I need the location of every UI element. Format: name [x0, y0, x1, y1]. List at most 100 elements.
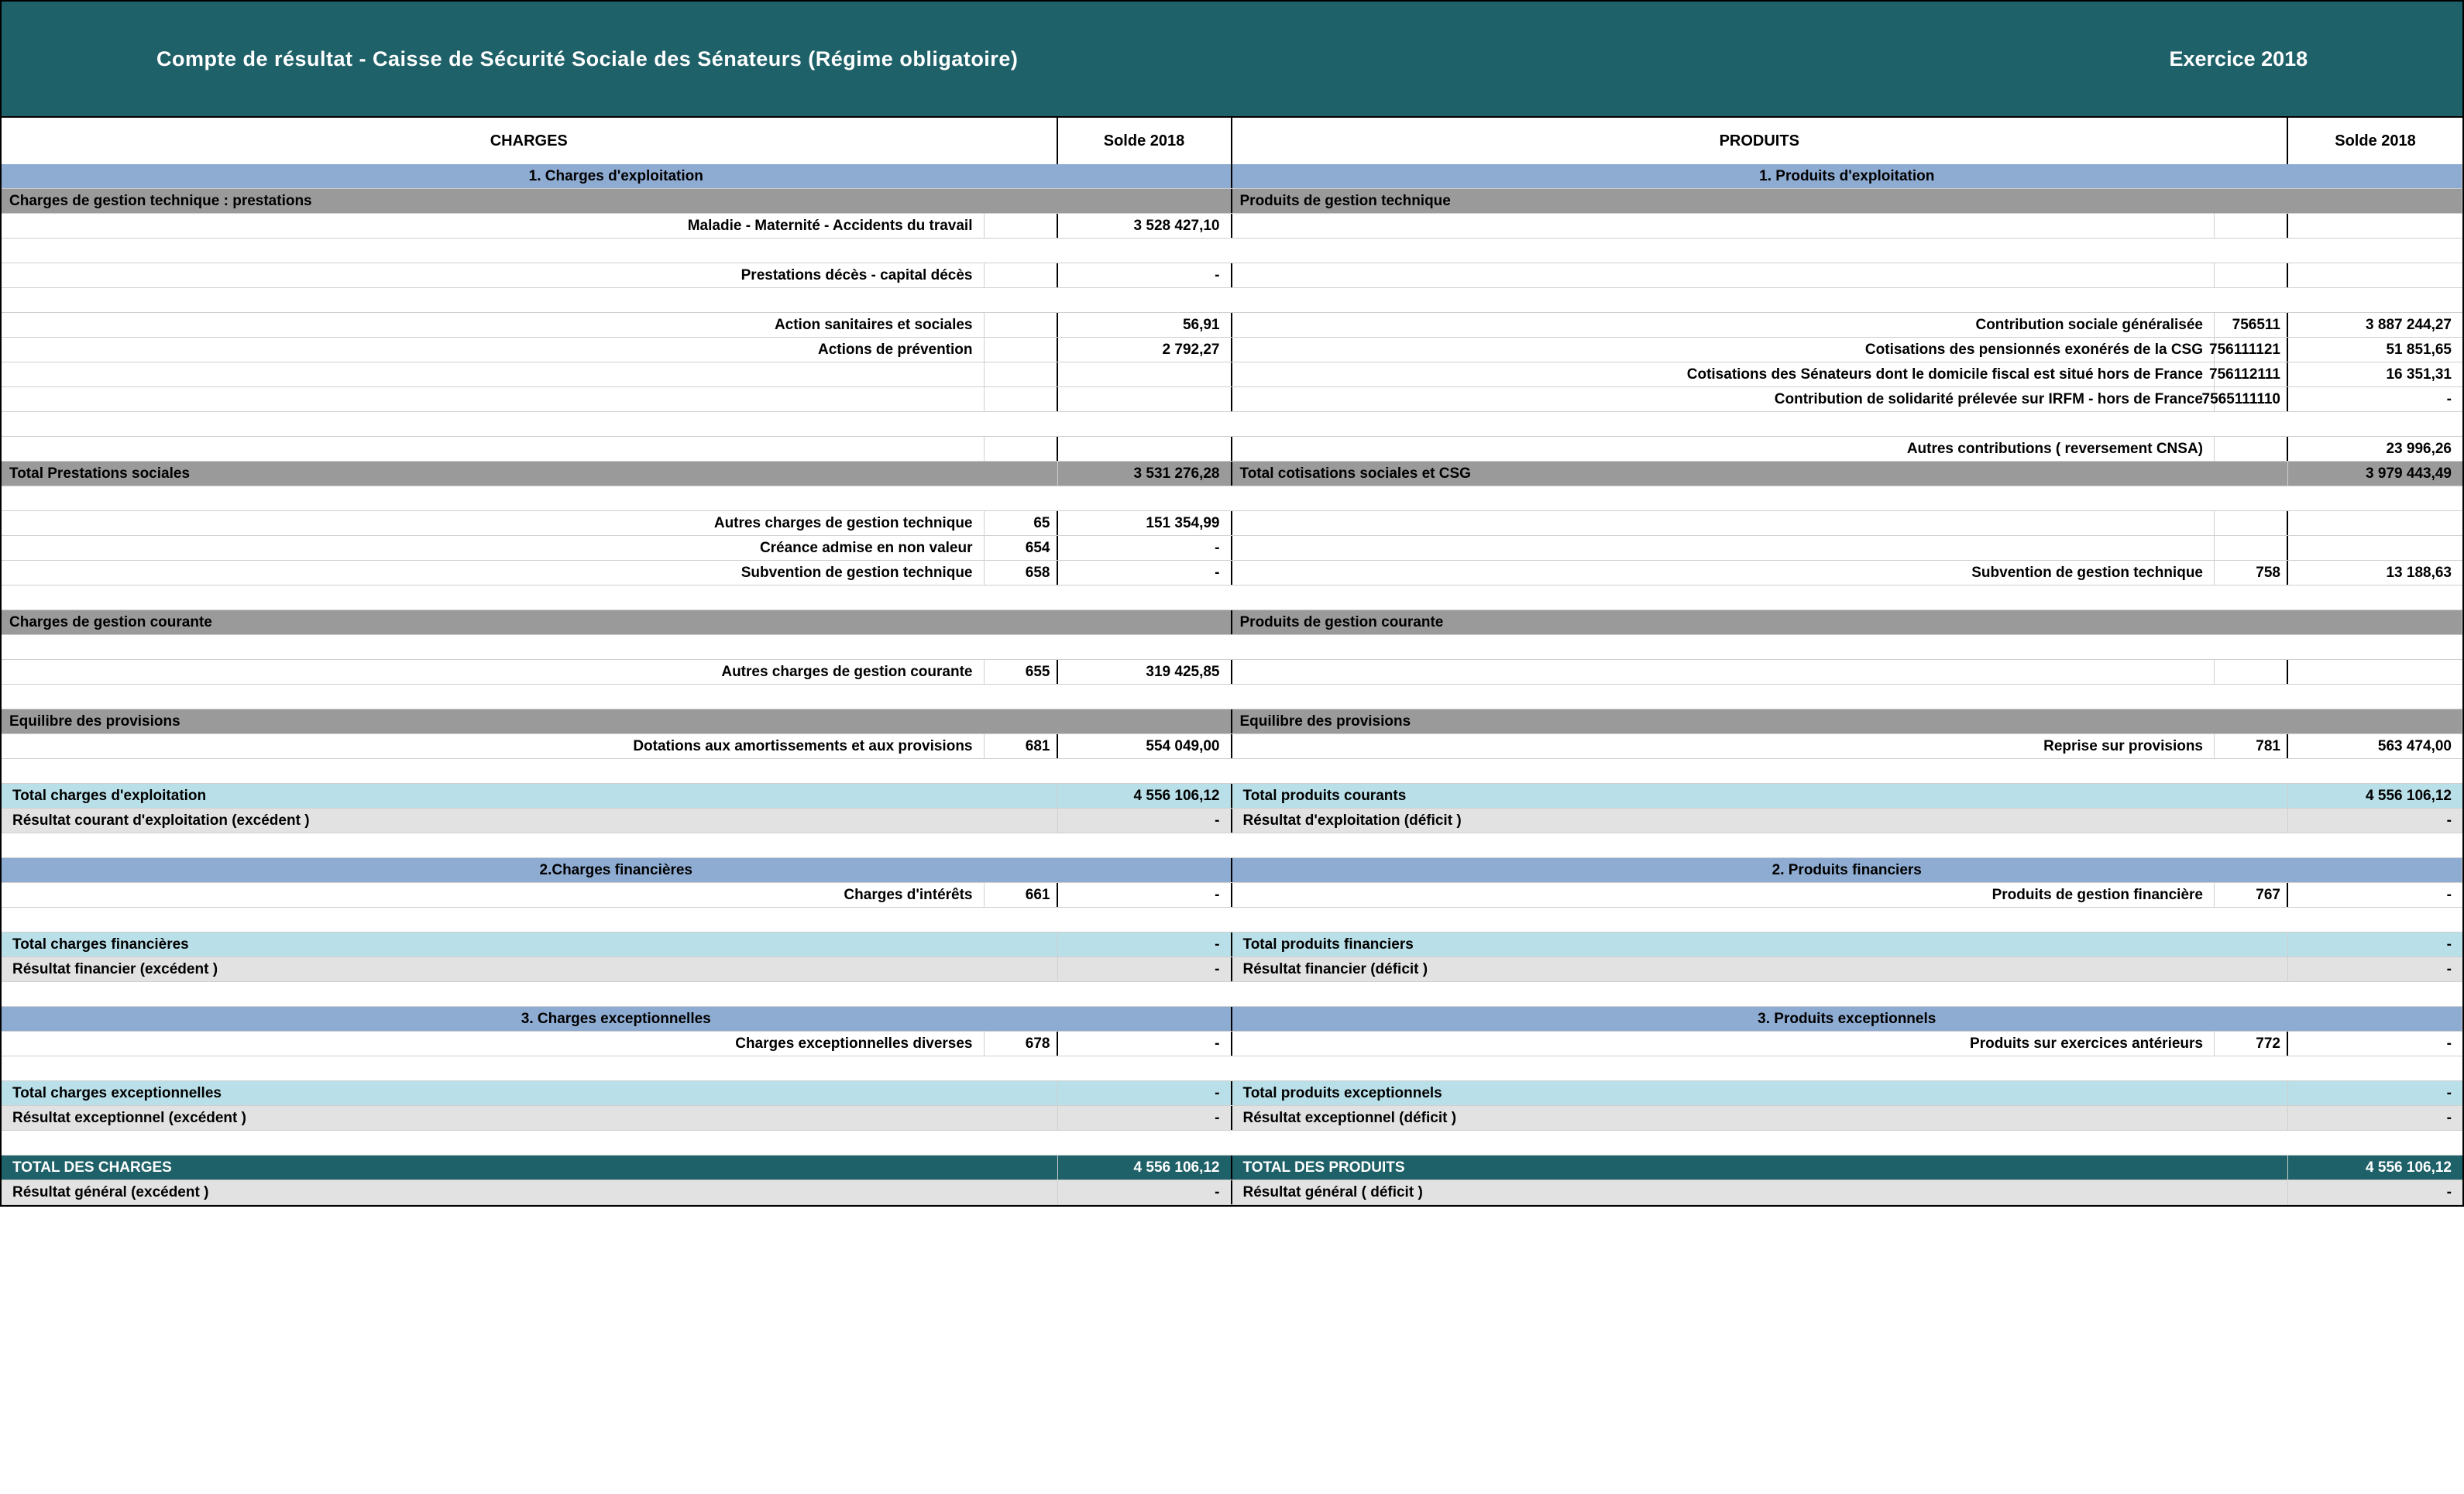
section-label-right: 3. Produits exceptionnels	[1232, 1007, 2463, 1031]
row-label-right	[1232, 511, 2215, 535]
table-row-10	[2, 412, 2462, 437]
table-row-9: Contribution de solidarité prélevée sur …	[2, 387, 2462, 412]
row-value-left: -	[1058, 957, 1232, 981]
table-row-28: 2.Charges financières 2. Produits financi…	[2, 858, 2462, 883]
solde-right-header: Solde 2018	[2288, 118, 2462, 164]
table-row-34: 3. Charges exceptionnelles 3. Produits ex…	[2, 1007, 2462, 1032]
row-value-right: 4 556 106,12	[2288, 784, 2462, 808]
row-label-left	[2, 362, 985, 386]
row-label-left: Prestations décès - capital décès	[2, 263, 985, 287]
row-value-right: -	[2288, 1180, 2462, 1204]
row-value-left: 554 049,00	[1058, 734, 1232, 758]
row-label-right: TOTAL DES PRODUITS	[1232, 1156, 2289, 1180]
row-value-left	[1058, 437, 1232, 461]
table-row-6: Action sanitaires et sociales 56,91 Contri…	[2, 313, 2462, 338]
row-label-right: Autres contributions ( reversement CNSA)	[1232, 437, 2215, 461]
row-value-right	[2288, 214, 2462, 238]
row-code-right	[2215, 511, 2288, 535]
section-label-left: 3. Charges exceptionnelles	[2, 1007, 1232, 1031]
row-label-left: Total Prestations sociales	[2, 462, 1058, 486]
row-value-left: -	[1058, 561, 1232, 585]
title-bar: Compte de résultat - Caisse de Sécurité …	[2, 2, 2462, 118]
charges-header: CHARGES	[2, 118, 1058, 164]
row-value-right: 3 979 443,49	[2288, 462, 2462, 486]
table-row-2: Maladie - Maternité - Accidents du trava…	[2, 214, 2462, 239]
table-row-27	[2, 833, 2462, 858]
row-value-left: -	[1058, 1180, 1232, 1204]
row-value-right: 16 351,31	[2288, 362, 2462, 386]
row-value-right: 563 474,00	[2288, 734, 2462, 758]
row-label-left: TOTAL DES CHARGES	[2, 1156, 1058, 1180]
row-label-right: Total cotisations sociales et CSG	[1232, 462, 2289, 486]
row-value-left: -	[1058, 809, 1232, 833]
row-value-left: -	[1058, 1106, 1232, 1130]
row-code-left	[985, 214, 1058, 238]
table-row-35: Charges exceptionnelles diverses 678- Prod…	[2, 1032, 2462, 1056]
row-value-right: 13 188,63	[2288, 561, 2462, 585]
row-value-right: -	[2288, 1106, 2462, 1130]
row-code-right: 7565111110	[2215, 387, 2288, 411]
row-label-left: Résultat exceptionnel (excédent )	[2, 1106, 1058, 1130]
row-label-left: Maladie - Maternité - Accidents du trava…	[2, 214, 985, 238]
row-code-left: 661	[985, 883, 1058, 907]
row-label-right: Total produits courants	[1232, 784, 2289, 808]
row-code-right: 758	[2215, 561, 2288, 585]
table-row-25: Total charges d'exploitation 4 556 106,12…	[2, 784, 2462, 809]
row-value-left: -	[1058, 932, 1232, 957]
table-row-32: Résultat financier (excédent ) - Résultat …	[2, 957, 2462, 982]
row-label-right	[1232, 263, 2215, 287]
row-label-left: Charges exceptionnelles diverses	[2, 1032, 985, 1056]
section-label-left: Charges de gestion courante	[2, 610, 1232, 634]
row-label-right: Résultat général ( déficit )	[1232, 1180, 2289, 1204]
row-code-left	[985, 362, 1058, 386]
row-label-right: Résultat exceptionnel (déficit )	[1232, 1106, 2289, 1130]
table-row-15: Créance admise en non valeur 654-	[2, 536, 2462, 561]
row-label-left: Total charges financières	[2, 932, 1058, 957]
row-label-left: Autres charges de gestion courante	[2, 660, 985, 684]
row-value-right: -	[2288, 809, 2462, 833]
table-row-18: Charges de gestion courante Produits de g…	[2, 610, 2462, 635]
row-label-right: Contribution de solidarité prélevée sur …	[1232, 387, 2215, 411]
section-label-left: 1. Charges d'exploitation	[2, 164, 1232, 188]
row-label-left: Créance admise en non valeur	[2, 536, 985, 560]
table-body: 1. Charges d'exploitation 1. Produits d'e…	[2, 164, 2462, 1205]
table-row-23: Dotations aux amortissements et aux prov…	[2, 734, 2462, 759]
section-label-left: Equilibre des provisions	[2, 709, 1232, 733]
row-value-right: 4 556 106,12	[2288, 1156, 2462, 1180]
row-label-right: Subvention de gestion technique	[1232, 561, 2215, 585]
row-code-right: 756111121	[2215, 338, 2288, 362]
row-code-left	[985, 338, 1058, 362]
income-statement-sheet: Compte de résultat - Caisse de Sécurité …	[0, 0, 2464, 1207]
row-code-left	[985, 437, 1058, 461]
table-row-11: Autres contributions ( reversement CNSA)…	[2, 437, 2462, 462]
row-value-left: 56,91	[1058, 313, 1232, 337]
table-row-21	[2, 685, 2462, 709]
row-code-right: 756112111	[2215, 362, 2288, 386]
row-code-left: 678	[985, 1032, 1058, 1056]
table-row-8: Cotisations des Sénateurs dont le domici…	[2, 362, 2462, 387]
row-value-right: 23 996,26	[2288, 437, 2462, 461]
table-row-12: Total Prestations sociales6563 531 276,2…	[2, 462, 2462, 486]
table-row-26: Résultat courant d'exploitation (excéden…	[2, 809, 2462, 833]
table-row-40: TOTAL DES CHARGES 4 556 106,12 TOTAL DES P…	[2, 1156, 2462, 1180]
table-row-31: Total charges financières - Total produits…	[2, 932, 2462, 957]
row-label-right: Reprise sur provisions	[1232, 734, 2215, 758]
report-title: Compte de résultat - Caisse de Sécurité …	[2, 47, 1232, 71]
table-row-13	[2, 486, 2462, 511]
row-value-right: -	[2288, 1081, 2462, 1105]
row-code-left	[985, 263, 1058, 287]
row-value-right	[2288, 660, 2462, 684]
row-label-right: Contribution sociale généralisée	[1232, 313, 2215, 337]
row-code-right: 772	[2215, 1032, 2288, 1056]
table-row-0: 1. Charges d'exploitation 1. Produits d'e…	[2, 164, 2462, 189]
row-value-right: 3 887 244,27	[2288, 313, 2462, 337]
row-code-right: 756511	[2215, 313, 2288, 337]
row-label-left: Action sanitaires et sociales	[2, 313, 985, 337]
table-row-20: Autres charges de gestion courante 655 319…	[2, 660, 2462, 685]
row-value-left: 2 792,27	[1058, 338, 1232, 362]
row-code-left: 655	[985, 660, 1058, 684]
row-value-right	[2288, 511, 2462, 535]
table-row-17	[2, 586, 2462, 610]
row-label-left: Autres charges de gestion technique	[2, 511, 985, 535]
row-value-right: -	[2288, 1032, 2462, 1056]
